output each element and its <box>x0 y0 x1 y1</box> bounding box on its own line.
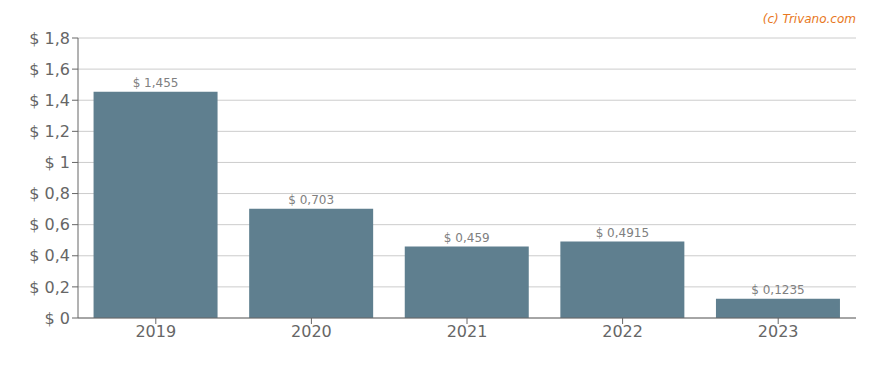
svg-text:$ 0,2: $ 0,2 <box>29 278 70 297</box>
svg-text:$ 1,8: $ 1,8 <box>29 29 70 48</box>
svg-text:$ 0: $ 0 <box>45 309 70 328</box>
svg-text:$ 1: $ 1 <box>45 153 70 172</box>
svg-text:$ 1,4: $ 1,4 <box>29 91 70 110</box>
svg-text:$ 0,6: $ 0,6 <box>29 215 70 234</box>
html-text:(c) Trivano.com: (c) Trivano.com <box>762 12 856 26</box>
svg-text:$ 0,1235: $ 0,1235 <box>751 283 804 297</box>
svg-text:$ 0,4: $ 0,4 <box>29 246 70 265</box>
svg-text:$ 0,703: $ 0,703 <box>288 193 334 207</box>
svg-text:2023: 2023 <box>758 322 799 341</box>
svg-text:$ 0,459: $ 0,459 <box>444 231 490 245</box>
svg-text:$ 1,455: $ 1,455 <box>133 76 179 90</box>
svg-text:$ 0,4915: $ 0,4915 <box>596 226 649 240</box>
svg-text:2020: 2020 <box>291 322 332 341</box>
svg-text:2019: 2019 <box>135 322 176 341</box>
svg-text:2022: 2022 <box>602 322 643 341</box>
svg-text:2021: 2021 <box>447 322 488 341</box>
svg-text:$ 1,6: $ 1,6 <box>29 60 70 79</box>
svg-text:$ 1,2: $ 1,2 <box>29 122 70 141</box>
svg-text:$ 0,8: $ 0,8 <box>29 184 70 203</box>
